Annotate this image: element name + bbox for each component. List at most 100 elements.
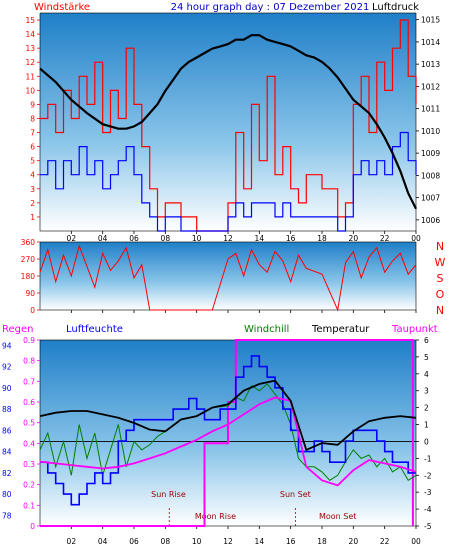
x-tick-label: 14 [255, 234, 265, 243]
temp-x-tick-label: 10 [192, 537, 202, 546]
legend-regen: Regen [2, 324, 34, 335]
humidity-tick-label: 80 [2, 490, 12, 499]
pressure-tick-label: 1014 [421, 38, 440, 47]
temp-x-tick-label: 06 [129, 537, 139, 546]
temp-x-tick-label: 00 [411, 537, 421, 546]
astro-annotation: Moon Rise [195, 512, 236, 521]
direction-tick-label: 90 [25, 289, 35, 298]
rain-line [40, 339, 414, 527]
wind-tick-label: 10 [25, 86, 35, 95]
pressure-label: Luftdruck [372, 2, 419, 13]
wind-tick-label: 6 [30, 143, 35, 152]
wind-tick-label: 4 [30, 171, 35, 180]
x-tick-label: 18 [317, 234, 327, 243]
temp-x-tick-label: 16 [286, 537, 296, 546]
wind-tick-label: 12 [25, 58, 35, 67]
x-tick-label: 02 [67, 234, 77, 243]
wind-tick-label: 14 [25, 30, 35, 39]
direction-tick-label: 180 [21, 272, 36, 281]
wind-mean-line [40, 131, 417, 232]
windchill-line [39, 383, 417, 482]
temperature-line [39, 379, 417, 452]
x-tick-label: 10 [192, 234, 202, 243]
astro-annotation: Moon Set [319, 512, 356, 521]
pressure-tick-label: 1012 [421, 82, 440, 91]
wind-max-line [40, 19, 417, 232]
compass-label: S [437, 272, 444, 285]
humidity-tick-label: 94 [2, 341, 12, 350]
regen-tick-label: 0 [30, 522, 35, 531]
humidity-tick-label: 84 [2, 448, 12, 457]
temp-tick-label: -2 [424, 471, 432, 480]
x-tick-label: 08 [161, 234, 171, 243]
temp-tick-label: 1 [424, 421, 429, 430]
temp-tick-label: -4 [424, 505, 432, 514]
pressure-tick-label: 1006 [421, 216, 440, 225]
humidity-tick-label: 88 [2, 405, 12, 414]
wind-pressure-plot-area [39, 12, 417, 232]
wind-tick-label: 3 [30, 185, 35, 194]
wind-tick-label: 2 [30, 199, 35, 208]
wind-direction-plot-area [39, 241, 417, 311]
wind-tick-label: 7 [30, 129, 35, 138]
legend-luftfeuchte: Luftfeuchte [66, 324, 123, 335]
humidity-tick-label: 78 [2, 511, 12, 520]
pressure-line [39, 34, 417, 210]
legend-temperatur: Temperatur [311, 324, 370, 335]
x-tick-label: 12 [223, 234, 233, 243]
regen-tick-label: 0.8 [23, 357, 35, 366]
direction-tick-label: 360 [21, 238, 36, 247]
legend-windchill: Windchill [244, 324, 289, 335]
temperature-chart: 78 80 82 84 86 88 90 92 94 0 0.1 0.2 0.3 0.4 0.5 0.6 0.7… [2, 336, 432, 546]
wind-pressure-chart: 1234567891011121314151006100710081009101… [25, 16, 440, 243]
pressure-tick-label: 1009 [421, 149, 440, 158]
compass-label: N [436, 304, 444, 317]
pressure-tick-label: 1011 [421, 105, 440, 114]
temp-tick-label: 6 [424, 336, 429, 345]
wind-tick-label: 13 [25, 44, 35, 53]
legend-taupunkt: Taupunkt [391, 324, 438, 335]
direction-tick-label: 270 [21, 255, 36, 264]
pressure-tick-label: 1015 [421, 16, 440, 25]
dewpoint-line [39, 396, 417, 487]
x-tick-label: 00 [411, 234, 421, 243]
pressure-tick-label: 1008 [421, 171, 440, 180]
compass-label: N [436, 240, 444, 253]
regen-tick-label: 0.4 [23, 439, 35, 448]
wind-tick-label: 8 [30, 114, 35, 123]
humidity-tick-label: 92 [2, 363, 12, 372]
x-tick-label: 20 [349, 234, 359, 243]
temp-x-tick-label: 12 [223, 537, 233, 546]
regen-tick-label: 0.7 [23, 377, 35, 386]
pressure-tick-label: 1010 [421, 127, 440, 136]
temp-x-tick-label: 02 [67, 537, 77, 546]
wind-direction-line [39, 244, 417, 312]
regen-tick-label: 0.1 [23, 501, 35, 510]
temp-x-tick-label: 14 [255, 537, 265, 546]
pressure-tick-label: 1007 [421, 194, 440, 203]
regen-tick-label: 0.9 [23, 336, 35, 345]
humidity-tick-label: 86 [2, 426, 12, 435]
x-tick-label: 04 [98, 234, 108, 243]
temp-tick-label: -1 [424, 454, 432, 463]
humidity-line [40, 355, 416, 506]
wind-tick-label: 15 [25, 16, 35, 25]
astro-annotation: Sun Rise [151, 490, 186, 499]
temp-tick-label: -3 [424, 488, 432, 497]
temp-x-tick-label: 22 [380, 537, 390, 546]
compass-label: O [436, 288, 445, 301]
humidity-tick-label: 82 [2, 469, 12, 478]
temp-x-tick-label: 18 [317, 537, 327, 546]
regen-tick-label: 0.5 [23, 419, 35, 428]
astro-annotation: Sun Set [280, 490, 311, 499]
direction-tick-label: 0 [30, 306, 35, 315]
temp-tick-label: 5 [424, 353, 429, 362]
wind-tick-label: 5 [30, 157, 35, 166]
regen-tick-label: 0.3 [23, 460, 35, 469]
x-tick-label: 22 [380, 234, 390, 243]
humidity-tick-label: 90 [2, 384, 12, 393]
regen-tick-label: 0.6 [23, 398, 35, 407]
wind-tick-label: 11 [25, 72, 35, 81]
